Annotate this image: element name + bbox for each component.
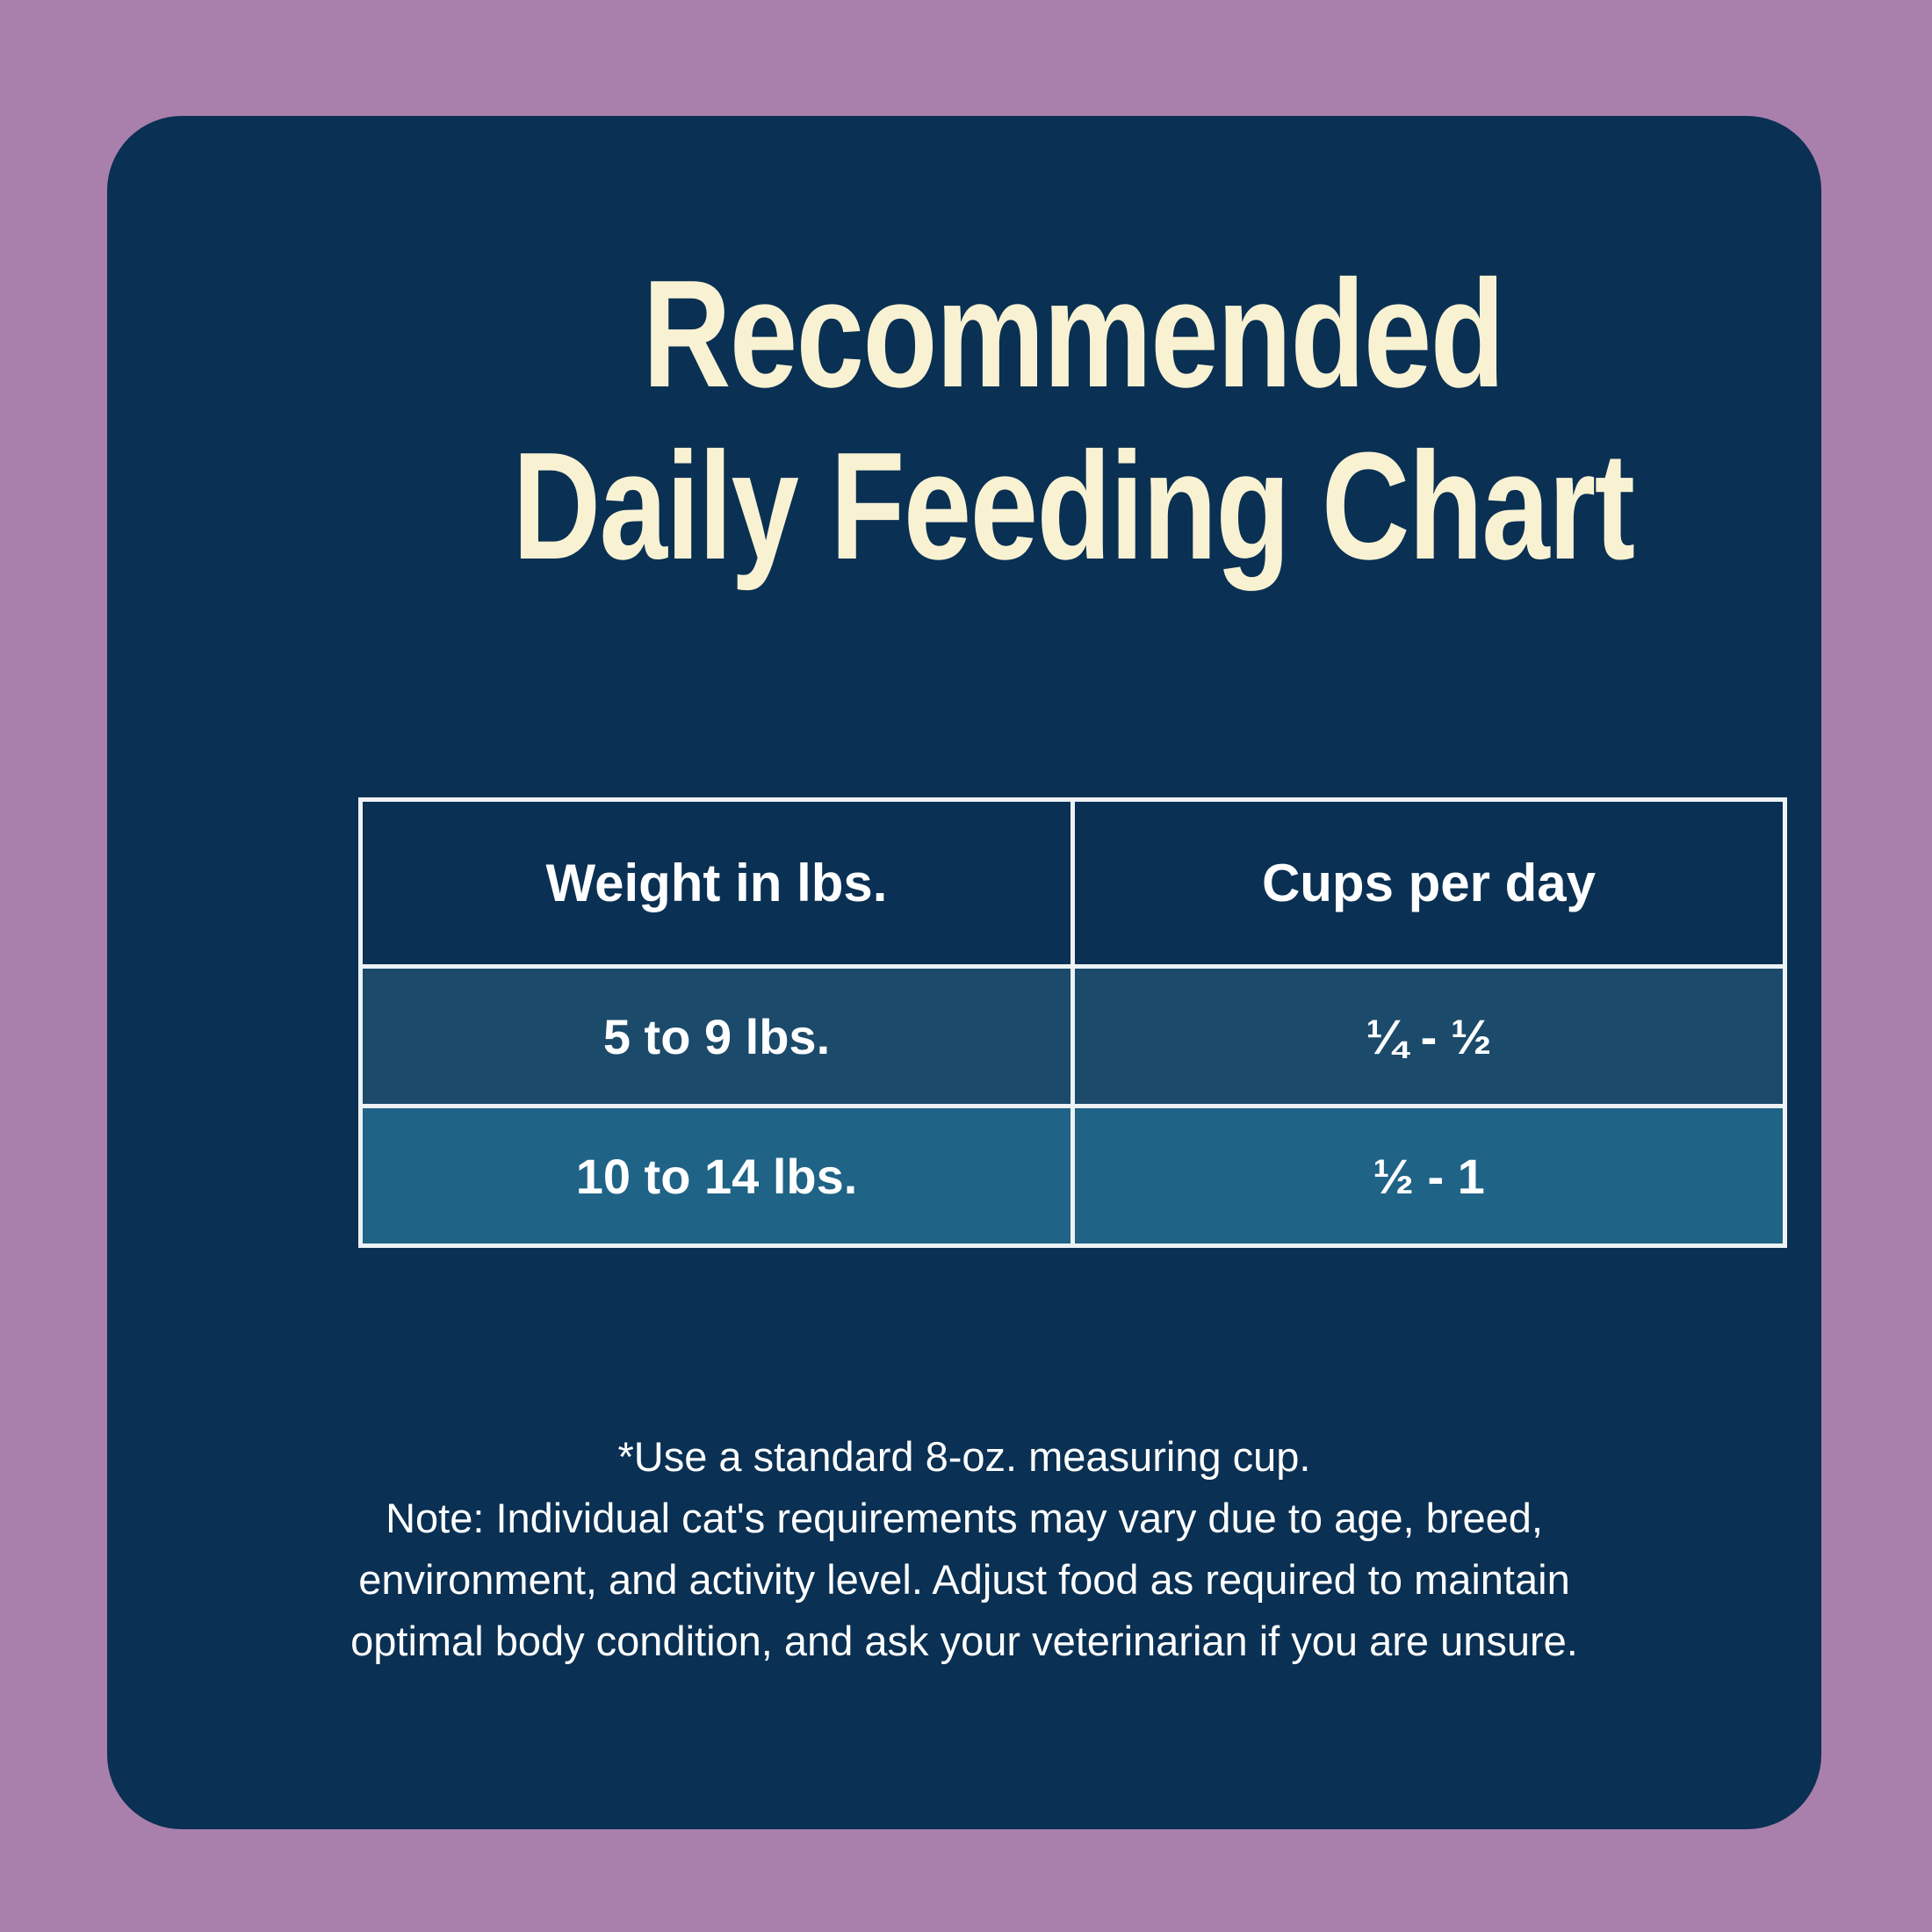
weight-cell: 5 to 9 lbs. bbox=[363, 969, 1071, 1104]
feeding-chart-card: Recommended Daily Feeding Chart Weight i… bbox=[107, 116, 1821, 1829]
title-line-1: Recommended bbox=[642, 248, 1505, 419]
cups-cell: ½ - 1 bbox=[1075, 1108, 1783, 1244]
footnote-usage: *Use a standard 8-oz. measuring cup. bbox=[617, 1433, 1311, 1480]
column-header-weight: Weight in lbs. bbox=[363, 802, 1071, 964]
title-line-2: Daily Feeding Chart bbox=[512, 420, 1635, 591]
cups-cell: ¼ - ½ bbox=[1075, 969, 1783, 1104]
column-header-cups: Cups per day bbox=[1075, 802, 1783, 964]
footnote-disclaimer: Note: Individual cat's requirements may … bbox=[350, 1495, 1578, 1664]
feeding-table: Weight in lbs. Cups per day 5 to 9 lbs. … bbox=[358, 797, 1787, 1248]
footnote: *Use a standard 8-oz. measuring cup. Not… bbox=[292, 1426, 1636, 1672]
page-title: Recommended Daily Feeding Chart bbox=[107, 248, 1932, 592]
weight-cell: 10 to 14 lbs. bbox=[363, 1108, 1071, 1244]
